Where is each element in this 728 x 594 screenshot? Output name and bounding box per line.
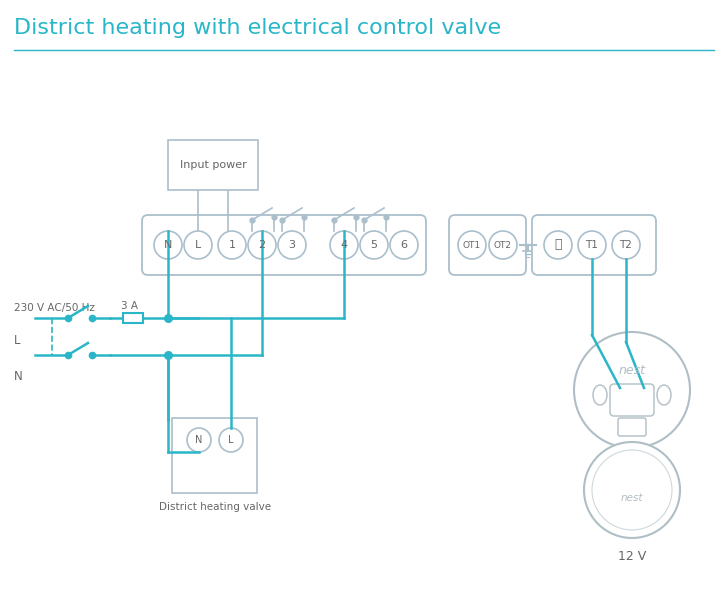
Ellipse shape bbox=[657, 385, 671, 405]
Circle shape bbox=[489, 231, 517, 259]
Circle shape bbox=[612, 231, 640, 259]
Text: T2: T2 bbox=[620, 240, 633, 250]
FancyBboxPatch shape bbox=[168, 140, 258, 190]
Text: N: N bbox=[164, 240, 173, 250]
Text: 3: 3 bbox=[288, 240, 296, 250]
Text: OT1: OT1 bbox=[463, 241, 481, 249]
Text: ⏚: ⏚ bbox=[554, 239, 562, 251]
Text: District heating with electrical control valve: District heating with electrical control… bbox=[14, 18, 501, 38]
Circle shape bbox=[330, 231, 358, 259]
Text: 12 V: 12 V bbox=[618, 550, 646, 563]
FancyBboxPatch shape bbox=[123, 313, 143, 323]
Text: T1: T1 bbox=[585, 240, 598, 250]
Text: nest: nest bbox=[619, 364, 646, 377]
Circle shape bbox=[248, 231, 276, 259]
Circle shape bbox=[219, 428, 243, 452]
Text: Input power: Input power bbox=[180, 160, 246, 170]
Circle shape bbox=[584, 442, 680, 538]
Circle shape bbox=[278, 231, 306, 259]
Circle shape bbox=[154, 231, 182, 259]
Circle shape bbox=[218, 231, 246, 259]
FancyBboxPatch shape bbox=[610, 384, 654, 416]
Text: nest: nest bbox=[621, 493, 644, 503]
Text: 3 A: 3 A bbox=[122, 301, 138, 311]
Circle shape bbox=[390, 231, 418, 259]
FancyBboxPatch shape bbox=[173, 418, 258, 492]
Circle shape bbox=[184, 231, 212, 259]
Ellipse shape bbox=[593, 385, 607, 405]
Text: 1: 1 bbox=[229, 240, 235, 250]
Text: OT2: OT2 bbox=[494, 241, 512, 249]
Text: 4: 4 bbox=[341, 240, 347, 250]
Circle shape bbox=[187, 428, 211, 452]
Text: 2: 2 bbox=[258, 240, 266, 250]
Text: N: N bbox=[14, 371, 23, 384]
Text: L: L bbox=[14, 333, 20, 346]
Circle shape bbox=[574, 332, 690, 448]
Circle shape bbox=[544, 231, 572, 259]
FancyBboxPatch shape bbox=[618, 418, 646, 436]
Text: L: L bbox=[229, 435, 234, 445]
Text: L: L bbox=[195, 240, 201, 250]
Circle shape bbox=[578, 231, 606, 259]
Text: N: N bbox=[195, 435, 202, 445]
FancyBboxPatch shape bbox=[449, 215, 526, 275]
Text: District heating valve: District heating valve bbox=[159, 503, 271, 513]
Circle shape bbox=[458, 231, 486, 259]
Text: 230 V AC/50 Hz: 230 V AC/50 Hz bbox=[14, 303, 95, 313]
FancyBboxPatch shape bbox=[532, 215, 656, 275]
Text: 5: 5 bbox=[371, 240, 378, 250]
FancyBboxPatch shape bbox=[142, 215, 426, 275]
Circle shape bbox=[360, 231, 388, 259]
Text: 6: 6 bbox=[400, 240, 408, 250]
